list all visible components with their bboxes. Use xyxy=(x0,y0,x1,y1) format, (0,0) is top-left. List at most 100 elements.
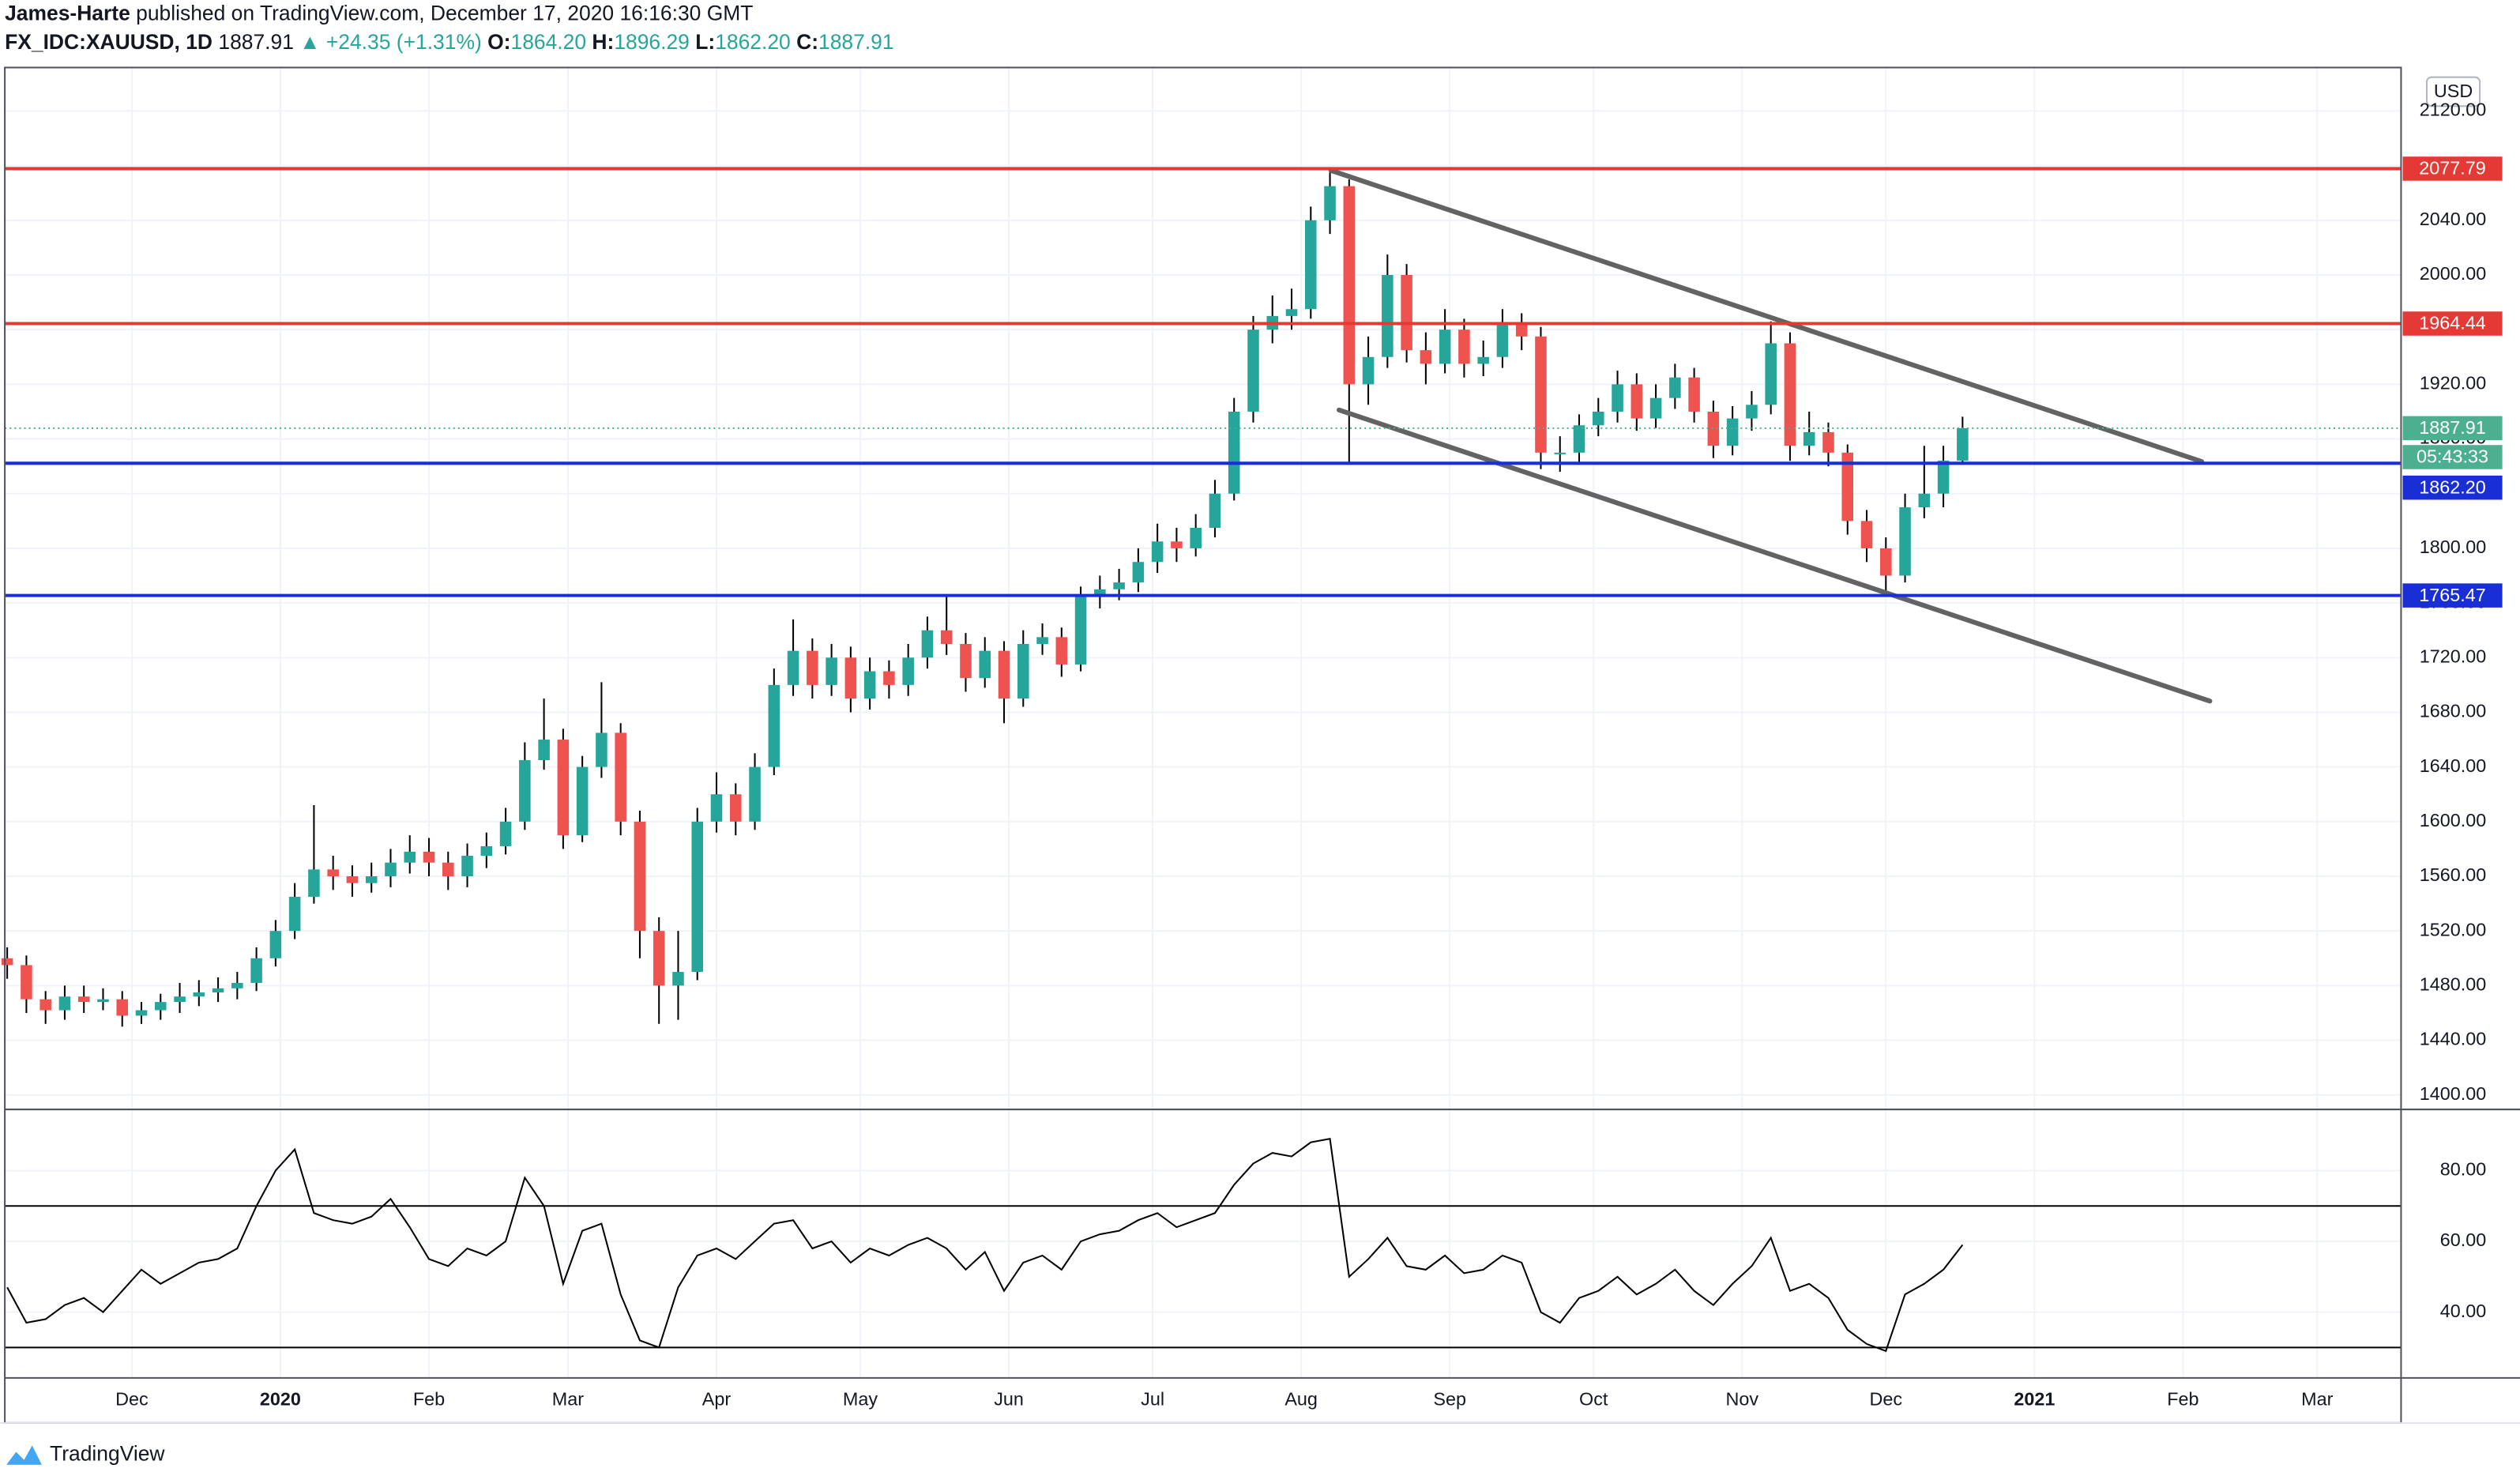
y-tick-label: 40.00 xyxy=(2440,1301,2486,1321)
x-tick-label: 2020 xyxy=(260,1389,301,1410)
candle-body xyxy=(1496,322,1509,357)
change: +24.35 (+1.31%) xyxy=(326,30,482,54)
x-tick-label: Sep xyxy=(1433,1389,1466,1410)
candle-body xyxy=(634,821,646,932)
x-tick-label: Aug xyxy=(1284,1389,1318,1410)
x-tick-label: Apr xyxy=(702,1389,732,1410)
candle-body xyxy=(1324,186,1336,220)
candle-body xyxy=(576,766,589,836)
ohlc-key: L: xyxy=(695,30,715,54)
candle-body xyxy=(883,671,895,685)
candle-body xyxy=(979,650,991,679)
candle-body xyxy=(1055,637,1068,665)
candle-body xyxy=(1573,425,1585,453)
candle-body xyxy=(1746,405,1758,419)
y-tick-label: 2040.00 xyxy=(2420,209,2486,229)
y-tick-label: 1600.00 xyxy=(2420,810,2486,830)
legend-line: FX_IDC:XAUUSD, 1D 1887.91 ▲ +24.35 (+1.3… xyxy=(5,30,894,54)
x-tick-label: Nov xyxy=(1725,1389,1758,1410)
currency-badge xyxy=(2425,76,2481,107)
level-label-box xyxy=(2402,583,2503,608)
candle-body xyxy=(193,992,205,997)
last-price-label-box xyxy=(2402,416,2503,441)
y-tick-label: 2000.00 xyxy=(2420,263,2486,284)
candle-body xyxy=(21,965,32,1000)
x-tick-label: Jul xyxy=(1141,1389,1164,1410)
trend-line xyxy=(1337,407,2213,704)
candle-body xyxy=(1228,411,1240,494)
ohlc-key: H: xyxy=(592,30,614,54)
candle-body xyxy=(710,794,723,822)
x-tick-label: Mar xyxy=(2301,1389,2333,1410)
candle-body xyxy=(365,875,378,883)
candle-body xyxy=(1094,589,1106,597)
y-tick-label: 2120.00 xyxy=(2420,100,2486,120)
candle-body xyxy=(442,862,454,876)
x-tick-label: Jun xyxy=(994,1389,1024,1410)
level-label-text: 1964.44 xyxy=(2419,313,2485,333)
candle-body xyxy=(154,1002,167,1011)
candle-body xyxy=(1669,377,1681,398)
candle-body xyxy=(1151,541,1164,563)
ohlc-value: 1862.20 xyxy=(715,30,791,54)
countdown-text: 05:43:33 xyxy=(2417,446,2488,467)
published: published on TradingView.com, December 1… xyxy=(136,1,753,24)
candle-body xyxy=(1918,493,1931,508)
candle-body xyxy=(1190,527,1202,548)
y-tick-label: 1480.00 xyxy=(2420,974,2486,995)
brand-logo xyxy=(6,1445,42,1465)
candle-body xyxy=(1841,452,1854,521)
currency-label: USD xyxy=(2434,81,2473,101)
candle-body xyxy=(998,650,1010,699)
y-tick-label: 1920.00 xyxy=(2420,373,2486,393)
candle-body xyxy=(1247,329,1259,412)
candle-body xyxy=(461,856,473,876)
candle-body xyxy=(212,988,224,993)
candle-body xyxy=(385,862,397,876)
last-value: 1887.91 xyxy=(218,30,294,54)
candle-body xyxy=(499,821,512,846)
x-tick-label: Oct xyxy=(1579,1389,1608,1410)
plot xyxy=(1,167,2402,1353)
symbol: FX_IDC:XAUUSD, 1D xyxy=(5,30,213,54)
candle-body xyxy=(231,982,243,988)
y-tick-label: 1560.00 xyxy=(2420,864,2486,885)
candle-body xyxy=(863,671,876,699)
candle-body xyxy=(1726,418,1739,446)
candle-body xyxy=(1592,411,1604,426)
candle-body xyxy=(1612,384,1623,412)
candle-body xyxy=(1401,275,1412,351)
candle-body xyxy=(1477,356,1489,364)
candle-body xyxy=(615,732,626,822)
candle-body xyxy=(844,657,857,699)
countdown-box xyxy=(2402,445,2503,469)
y-tick-label: 60.00 xyxy=(2440,1229,2486,1250)
candle-body xyxy=(826,657,837,685)
logo-shape xyxy=(6,1445,42,1465)
brand-name: TradingView xyxy=(50,1442,165,1466)
y-tick-label: 1800.00 xyxy=(2420,537,2486,557)
candle-body xyxy=(557,740,570,836)
candle-body xyxy=(1458,329,1470,364)
y-tick-label: 1640.00 xyxy=(2420,755,2486,776)
level-label-box xyxy=(2402,311,2503,336)
change-arrow: ▲ xyxy=(299,30,320,54)
x-tick-label: Feb xyxy=(2167,1389,2198,1410)
candle-body xyxy=(423,851,435,863)
candle-body xyxy=(480,845,493,857)
candle-body xyxy=(519,759,531,822)
candle-body xyxy=(1074,596,1087,665)
candle-body xyxy=(1439,329,1451,364)
candle-body xyxy=(39,999,51,1011)
candle-body xyxy=(1113,582,1125,589)
candle-body xyxy=(1017,643,1029,699)
candle-body xyxy=(1,958,13,966)
candle-body xyxy=(653,931,665,986)
candle-body xyxy=(1937,460,1950,494)
candle-body xyxy=(1707,411,1720,446)
grid xyxy=(5,67,2402,1378)
x-tick-label: Feb xyxy=(413,1389,445,1410)
